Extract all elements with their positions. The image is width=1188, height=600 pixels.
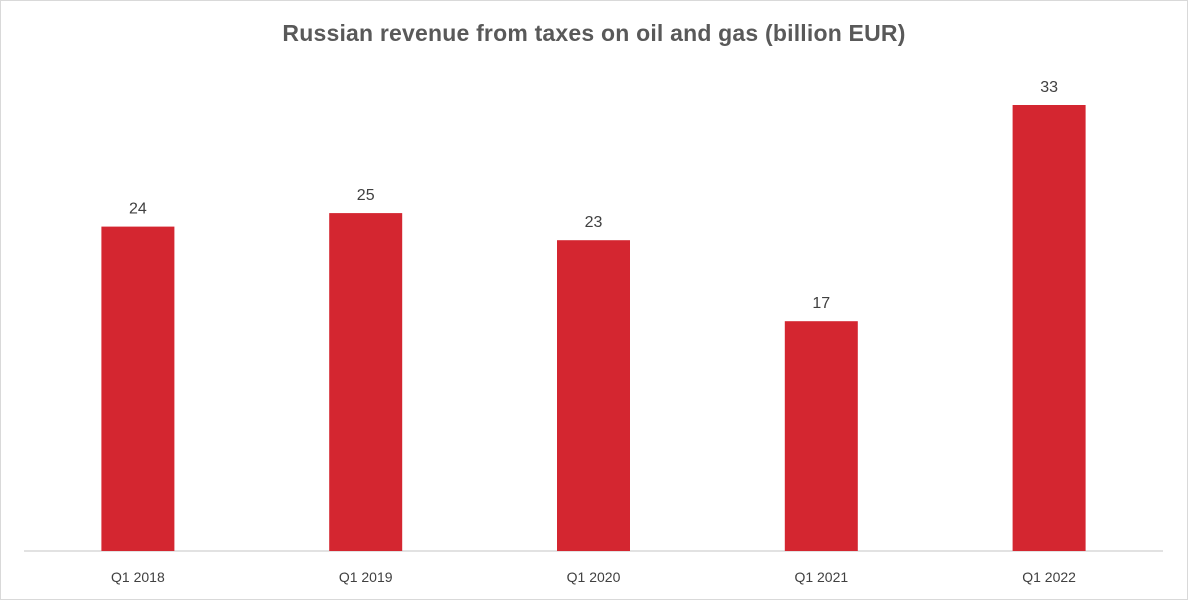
chart-title: Russian revenue from taxes on oil and ga… — [282, 20, 906, 46]
x-tick-label: Q1 2018 — [111, 569, 165, 585]
bar-q1-2021 — [784, 321, 858, 551]
data-label: 17 — [812, 295, 830, 312]
data-label: 33 — [1040, 79, 1058, 96]
data-label: 25 — [357, 187, 375, 204]
bar-q1-2022 — [1012, 105, 1086, 551]
x-tick-labels-group: Q1 2018 Q1 2019 Q1 2020 Q1 2021 Q1 2022 — [111, 569, 1076, 585]
bars-group — [101, 105, 1086, 551]
bar-q1-2018 — [101, 226, 175, 551]
x-tick-label: Q1 2022 — [1022, 569, 1076, 585]
data-labels-group: 24 25 23 17 33 — [129, 79, 1058, 312]
x-tick-label: Q1 2020 — [567, 569, 621, 585]
x-tick-label: Q1 2019 — [339, 569, 393, 585]
bar-q1-2019 — [329, 213, 403, 551]
data-label: 23 — [585, 214, 603, 231]
bar-q1-2020 — [557, 240, 630, 551]
data-label: 24 — [129, 201, 147, 218]
x-tick-label: Q1 2021 — [794, 569, 848, 585]
